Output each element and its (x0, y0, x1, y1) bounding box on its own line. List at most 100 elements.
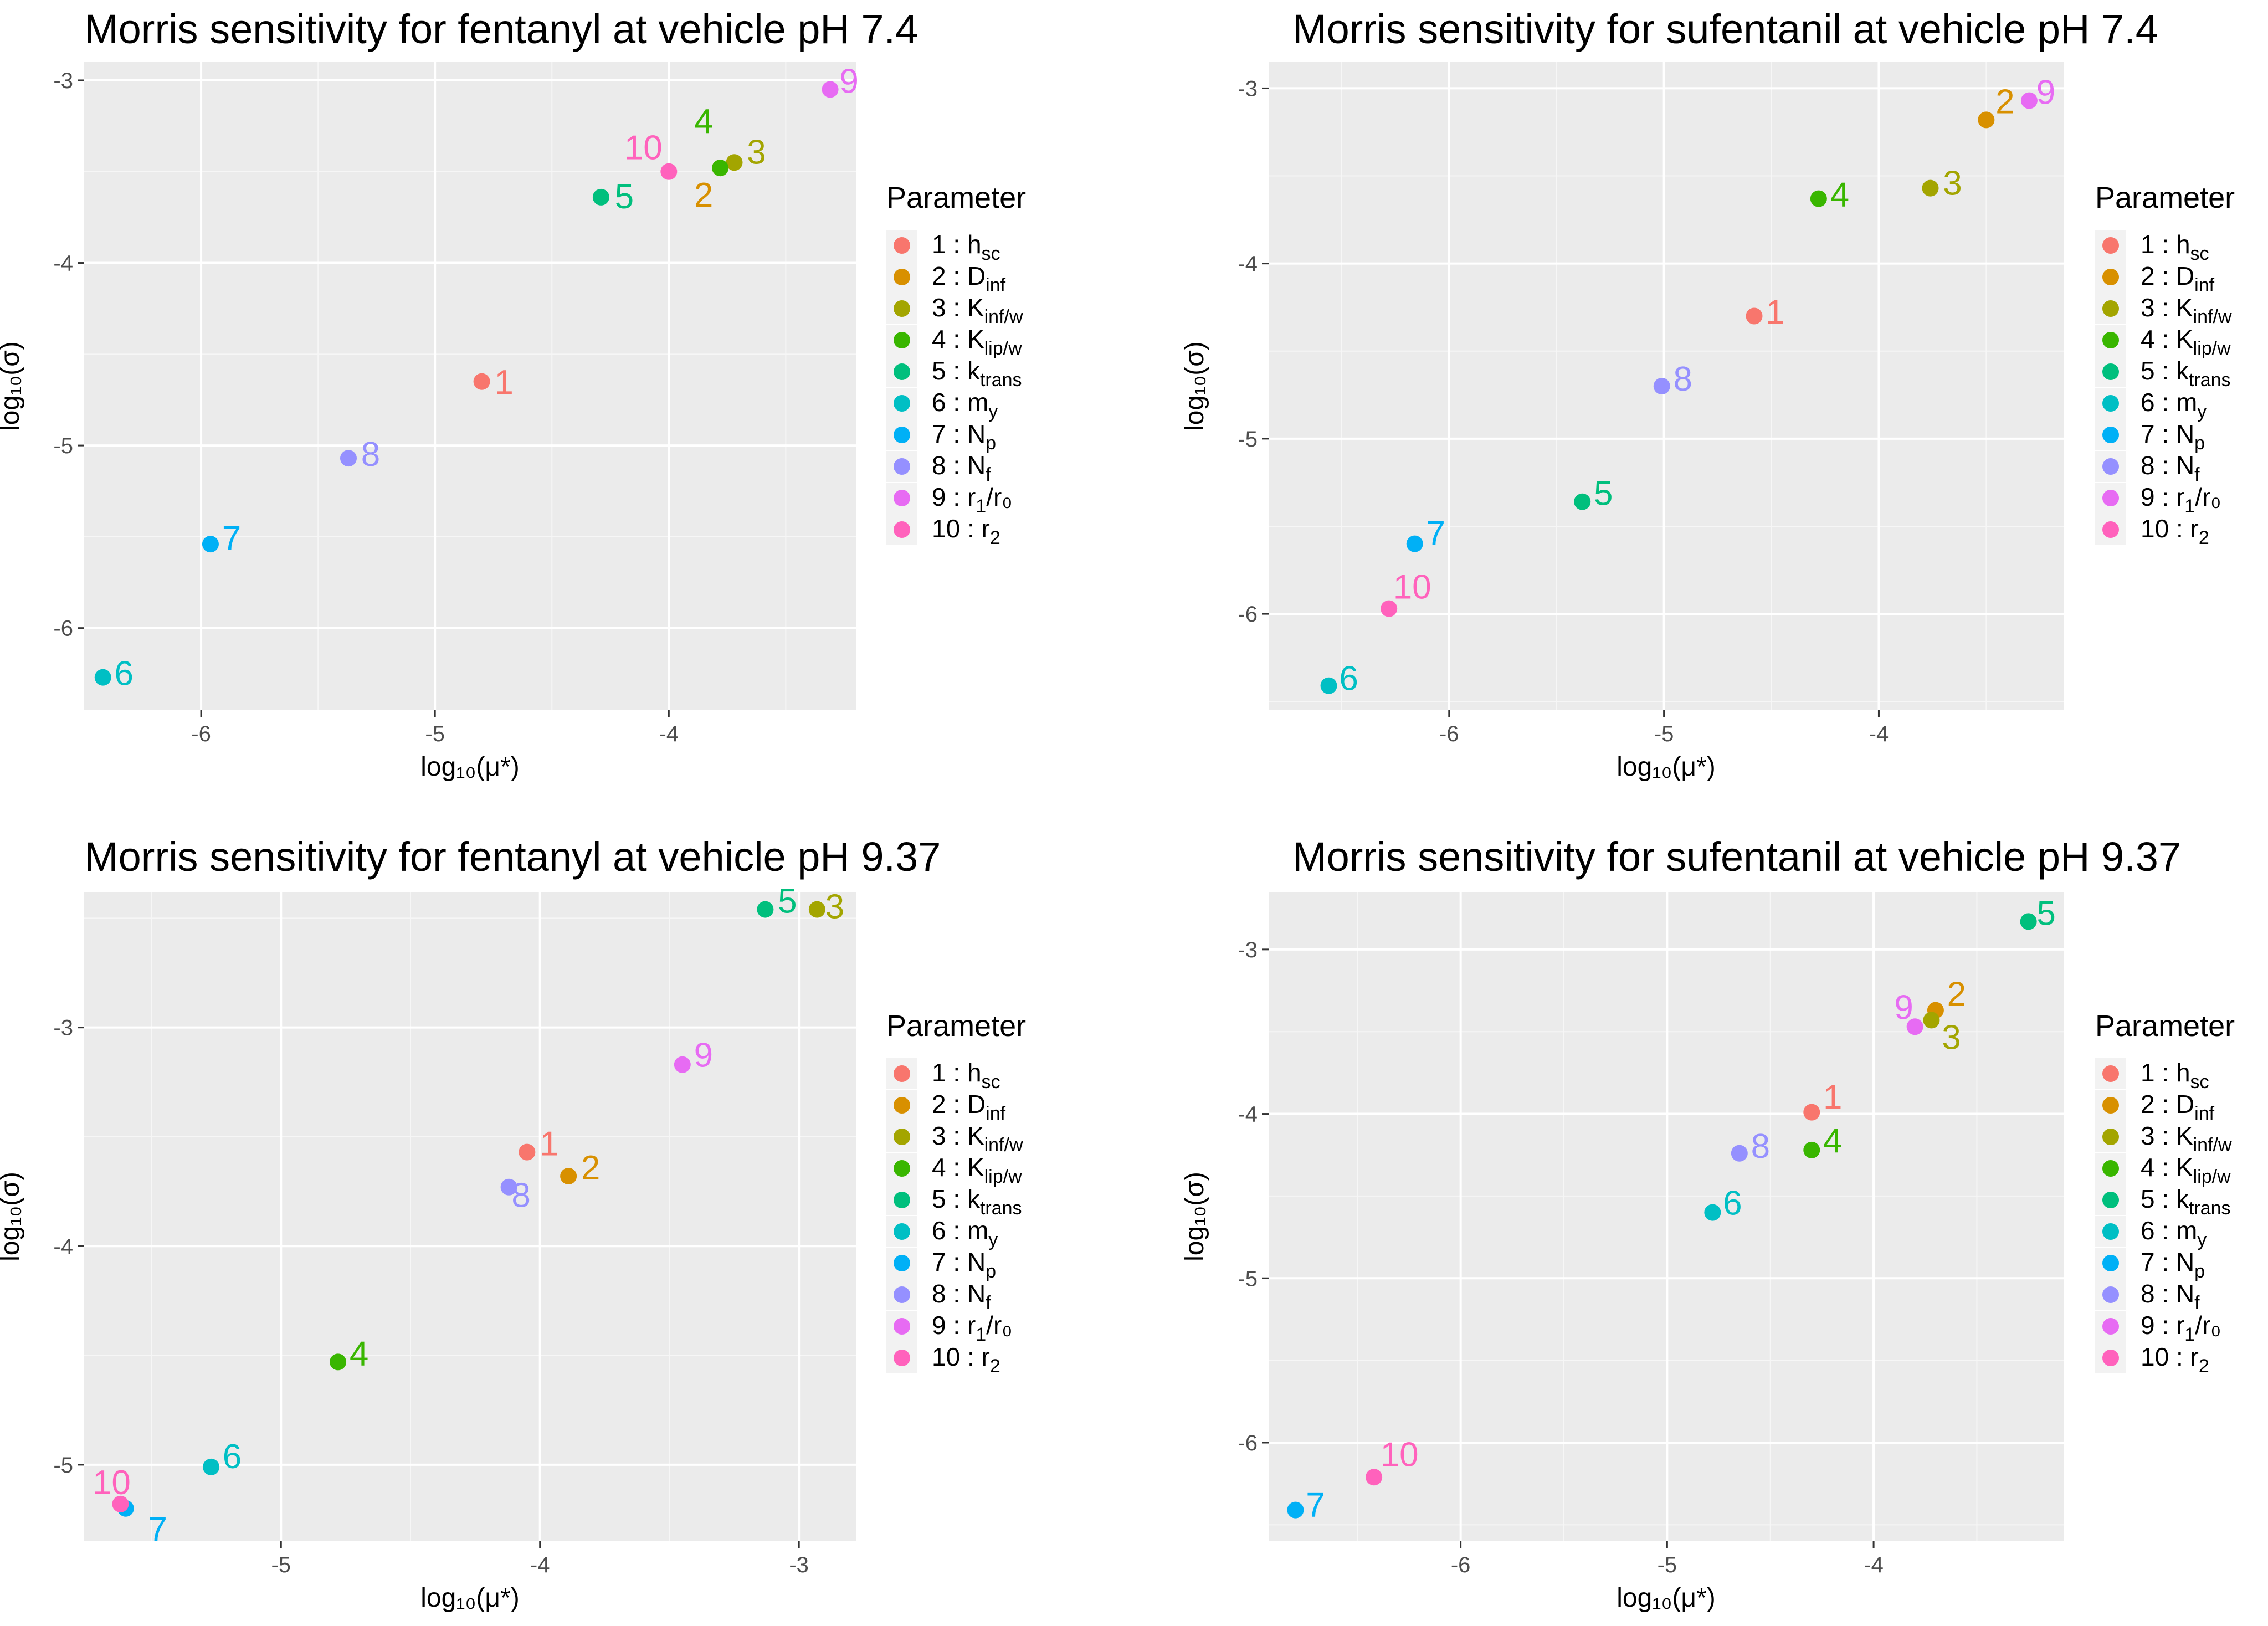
chart-panel-2: Morris sensitivity for sufentanil at veh… (1180, 6, 2235, 782)
data-point-8 (340, 450, 357, 467)
legend-entry-8: 8 : Nf (932, 1279, 991, 1314)
legend-entry-id: 1 (2141, 230, 2155, 259)
y-tick-label: -3 (1238, 938, 1258, 962)
x-tick-label: -6 (1439, 722, 1459, 746)
legend-entry-subscript: y (988, 1229, 998, 1250)
point-label-8: 8 (1751, 1127, 1770, 1166)
legend-entry-id: 8 (2141, 451, 2155, 480)
data-point-10 (660, 163, 678, 180)
x-axis-title: log₁₀(μ*) (1617, 1583, 1715, 1613)
legend-key-10 (2102, 521, 2119, 538)
legend-entry-subscript: lip/w (984, 1166, 1022, 1187)
legend-key-6 (2102, 395, 2119, 412)
legend-entry-id: 8 (2141, 1279, 2155, 1308)
point-label-3: 3 (825, 888, 844, 926)
legend-key-1 (894, 237, 910, 254)
legend-entry-10: 10 : r2 (932, 1342, 1000, 1377)
point-label-4: 4 (350, 1335, 368, 1373)
legend-entry-subscript: 1 (976, 1324, 986, 1345)
legend-entry-8: 8 : Nf (2141, 451, 2200, 485)
data-point-7 (1406, 535, 1423, 552)
legend-entry-subscript: p (2194, 433, 2205, 454)
data-point-3 (1922, 179, 1939, 197)
y-tick-label: -4 (1238, 1102, 1258, 1127)
legend-entry-5: 5 : ktrans (932, 1184, 1022, 1219)
legend-key-10 (894, 1350, 910, 1366)
legend-key-9 (2102, 490, 2119, 506)
legend-entry-subscript: inf/w (984, 1135, 1023, 1156)
legend-key-3 (2102, 1129, 2119, 1145)
point-label-7: 7 (222, 519, 241, 557)
legend-key-6 (894, 1223, 910, 1240)
chart-title: Morris sensitivity for fentanyl at vehic… (84, 834, 941, 880)
legend-entry-8: 8 : Nf (932, 451, 991, 485)
legend-entry-id: 10 (932, 1342, 960, 1371)
legend-entry-symbol: r (2176, 483, 2184, 511)
data-point-4 (1803, 1141, 1820, 1158)
legend-entry-id: 2 (932, 1090, 946, 1119)
chart-title: Morris sensitivity for fentanyl at vehic… (84, 6, 918, 52)
legend-key-3 (894, 300, 910, 317)
data-point-8 (1731, 1145, 1748, 1162)
legend-entry-symbol: m (967, 388, 988, 417)
x-axis-title: log₁₀(μ*) (1617, 752, 1715, 782)
point-label-3: 3 (1942, 1018, 1961, 1056)
legend-entry-id: 6 (2141, 1216, 2155, 1245)
legend-entry-symbol: r (2176, 1311, 2184, 1340)
legend-entry-subscript: sc (982, 243, 1000, 264)
point-label-6: 6 (1339, 660, 1358, 698)
legend-entry-id: 5 (932, 1184, 946, 1213)
legend-entry-1: 1 : hsc (932, 230, 1000, 264)
legend-entry-subscript: lip/w (2193, 338, 2231, 359)
legend-entry-symbol: D (2176, 1090, 2194, 1119)
point-label-2: 2 (581, 1149, 600, 1187)
point-label-5: 5 (2036, 894, 2055, 932)
legend-entry-id: 4 (932, 1153, 946, 1182)
point-label-8: 8 (1674, 360, 1692, 398)
data-point-7 (202, 536, 219, 553)
legend-entry-subscript: trans (2189, 370, 2231, 391)
legend-key-2 (2102, 1097, 2119, 1114)
legend-entry-7: 7 : Np (2141, 1248, 2205, 1282)
data-point-8 (1653, 378, 1670, 394)
chart-title: Morris sensitivity for sufentanil at veh… (1292, 834, 2181, 880)
legend-entry-id: 4 (2141, 1153, 2155, 1182)
data-point-9 (1906, 1018, 1923, 1035)
legend-key-3 (894, 1129, 910, 1145)
legend-entry-subscript: p (986, 1261, 996, 1282)
legend-entry-denominator: /r₀ (986, 483, 1012, 511)
y-axis-title: log₁₀(σ) (1180, 341, 1209, 431)
point-label-8: 8 (361, 435, 380, 474)
legend-entry-7: 7 : Np (932, 419, 996, 454)
legend-entry-symbol: h (2176, 1058, 2190, 1087)
legend-key-10 (894, 521, 910, 538)
legend-key-7 (894, 427, 910, 443)
legend-entry-symbol: N (967, 451, 986, 480)
legend-entry-id: 2 (2141, 261, 2155, 290)
point-label-1: 1 (1823, 1079, 1842, 1117)
legend-entry-id: 7 (2141, 419, 2155, 448)
legend-entry-9: 9 : r1/r₀ (932, 483, 1012, 517)
point-label-10: 10 (624, 129, 663, 167)
point-label-1: 1 (540, 1125, 558, 1163)
y-tick-label: -4 (1238, 252, 1258, 276)
legend-entry-3: 3 : Kinf/w (2141, 293, 2232, 327)
legend-title: Parameter (886, 1009, 1026, 1043)
point-label-7: 7 (1306, 1486, 1325, 1525)
legend-entry-subscript: 1 (2184, 496, 2195, 517)
data-point-6 (94, 669, 111, 686)
legend-entry-subscript: f (2194, 464, 2200, 485)
legend-entry-2: 2 : Dinf (2141, 261, 2215, 296)
legend-entry-subscript: f (986, 464, 991, 485)
data-point-5 (1574, 493, 1591, 510)
legend-entry-symbol: r (967, 1311, 976, 1340)
legend-entry-symbol: K (2176, 1121, 2193, 1150)
legend-entry-symbol: N (2176, 1248, 2194, 1276)
legend-entry-symbol: k (967, 1184, 981, 1213)
legend-entry-id: 1 (932, 1058, 946, 1087)
legend-entry-id: 3 (932, 1121, 946, 1150)
legend-entry-subscript: lip/w (2193, 1166, 2231, 1187)
legend-key-5 (2102, 363, 2119, 380)
